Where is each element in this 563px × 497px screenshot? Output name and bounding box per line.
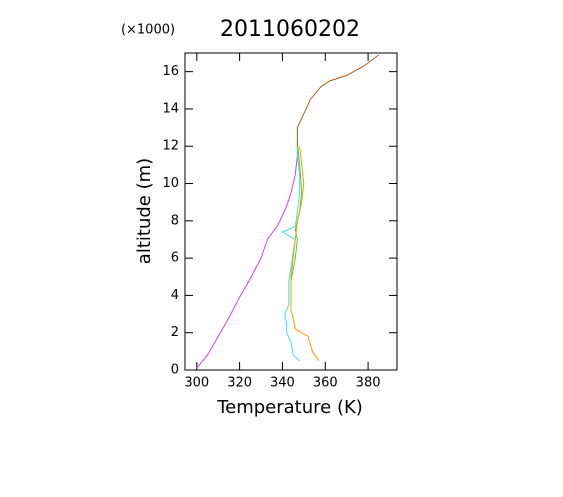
x-tick-label: 380 [356, 376, 381, 391]
chart-title: 2011060202 [220, 17, 360, 42]
x-tick-label: 340 [270, 376, 295, 391]
profile-line [281, 142, 301, 362]
x-tick-label: 360 [313, 376, 338, 391]
profile-line [290, 146, 320, 361]
y-tick-label: 10 [162, 176, 179, 191]
profile-line [196, 142, 298, 369]
y-axis-label: altitude (m) [134, 158, 155, 264]
x-tick-label: 300 [184, 376, 209, 391]
y-tick-label: 4 [171, 288, 179, 303]
y-tick-label: 0 [171, 363, 179, 378]
x-tick-label: 320 [227, 376, 252, 391]
y-tick-label: 6 [171, 251, 179, 266]
y-tick-label: 8 [171, 213, 179, 228]
y-multiplier: (×1000) [121, 23, 175, 38]
profile-line [290, 142, 303, 305]
y-tick-label: 2 [171, 325, 179, 340]
x-axis-label: Temperature (K) [216, 397, 363, 418]
plot-frame [184, 52, 398, 371]
profile-line [296, 54, 380, 147]
y-tick-label: 16 [162, 64, 179, 79]
y-tick-label: 14 [162, 101, 179, 116]
y-tick-label: 12 [162, 139, 179, 154]
